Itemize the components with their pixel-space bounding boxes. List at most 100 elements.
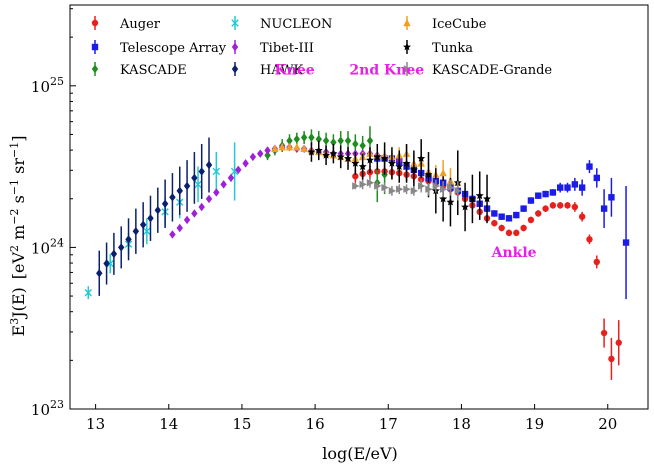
data-point: [446, 197, 455, 206]
x-tick-label: 13: [86, 415, 105, 433]
data-point: [96, 269, 103, 278]
data-point: [505, 215, 513, 222]
data-point: [176, 223, 183, 233]
data-point: [336, 152, 345, 161]
data-point: [278, 143, 286, 151]
annotations: Knee 2nd Knee Ankle: [275, 62, 537, 261]
data-point: [147, 214, 154, 223]
legend-entry: HAWK: [231, 62, 304, 78]
data-point: [154, 206, 161, 215]
data-point: [564, 184, 571, 191]
data-point: [125, 235, 132, 244]
data-point: [600, 329, 608, 337]
data-point: [527, 197, 535, 204]
x-tick-label: 20: [598, 415, 617, 433]
data-point: [366, 179, 375, 187]
data-point: [220, 180, 227, 189]
legend-entry: KASCADE-Grande: [403, 62, 552, 78]
legend-entry: IceCube: [403, 16, 487, 32]
data-point: [183, 181, 191, 191]
data-point: [447, 183, 455, 192]
data-point: [557, 202, 564, 209]
data-point: [535, 210, 542, 217]
data-point: [329, 149, 338, 158]
data-point: [264, 146, 271, 155]
data-point: [513, 229, 520, 237]
data-point: [578, 184, 586, 191]
data-point: [374, 182, 382, 190]
data-point: [212, 167, 221, 176]
data-point: [586, 163, 593, 170]
data-point: [286, 136, 293, 145]
data-point: [542, 190, 549, 198]
x-tick-label: 16: [306, 415, 325, 433]
data-point: [169, 230, 176, 239]
y-label-e1: 2: [8, 245, 21, 252]
legend-label: IceCube: [432, 17, 487, 32]
data-point: [424, 170, 433, 179]
legend-entry: Tibet-III: [231, 40, 314, 56]
data-point: [439, 168, 447, 177]
data-point: [314, 146, 323, 154]
data-point: [403, 185, 411, 193]
data-point: [468, 194, 477, 203]
data-point: [535, 192, 542, 199]
legend-marker: [91, 64, 99, 74]
legend-marker: [403, 65, 412, 73]
data-point: [143, 227, 151, 235]
data-point: [549, 202, 557, 209]
legend-entry: Telescope Array: [91, 40, 227, 56]
data-point: [132, 227, 140, 236]
data-point: [513, 211, 520, 219]
data-point: [387, 159, 396, 167]
legend-entry: Auger: [91, 16, 161, 32]
legend-entry: NUCLEON: [231, 16, 332, 32]
y-label-sr: sr: [9, 158, 28, 179]
data-point: [557, 184, 564, 191]
y-label-fn: J(E): [9, 287, 28, 320]
legend: Auger Telescope Array KASCADE NUCLEON Tibet-…: [91, 16, 552, 78]
data-point: [417, 182, 426, 190]
y-axis-label: E3J(E)[eV2 m−2 s−1 sr−1]: [8, 136, 28, 337]
data-point: [542, 205, 549, 212]
data-point: [235, 165, 242, 175]
data-point: [388, 187, 397, 195]
legend-marker: [403, 42, 411, 51]
data-point: [161, 199, 169, 208]
data-point: [622, 239, 630, 246]
legend-label: Auger: [119, 17, 161, 32]
data-point: [352, 139, 359, 149]
legend-label: NUCLEON: [260, 17, 332, 32]
data-point: [300, 144, 308, 153]
legend-marker: [91, 19, 99, 27]
data-point: [454, 187, 462, 195]
legend-marker: [91, 43, 99, 51]
data-point: [358, 162, 367, 170]
data-point: [352, 182, 360, 190]
data-point: [84, 288, 92, 297]
data-point: [257, 149, 264, 158]
data-point: [191, 209, 198, 218]
data-point: [322, 136, 330, 145]
data-point: [344, 136, 352, 145]
data-point: [381, 183, 389, 192]
x-axis-label: log(E/eV): [322, 444, 398, 463]
data-point: [242, 159, 249, 168]
legend-label: KASCADE: [120, 63, 187, 78]
annotation-label: Knee: [275, 62, 315, 78]
series-kascade-grande: [352, 177, 462, 201]
data-point: [337, 136, 344, 145]
data-point: [593, 174, 600, 182]
data-point: [293, 143, 301, 151]
data-point: [491, 219, 498, 227]
data-point: [571, 203, 579, 211]
data-point: [205, 194, 213, 204]
data-point: [198, 167, 205, 176]
data-point: [308, 133, 315, 142]
legend-entry: Tunka: [403, 40, 473, 56]
y-label-prefix-sup: 3: [8, 318, 21, 325]
svg-text:E3J(E)[eV2 m−2 s−1 sr−1]: E3J(E)[eV2 m−2 s−1 sr−1]: [8, 136, 28, 337]
data-point: [432, 182, 441, 190]
data-point: [549, 189, 557, 196]
data-point: [380, 154, 389, 162]
